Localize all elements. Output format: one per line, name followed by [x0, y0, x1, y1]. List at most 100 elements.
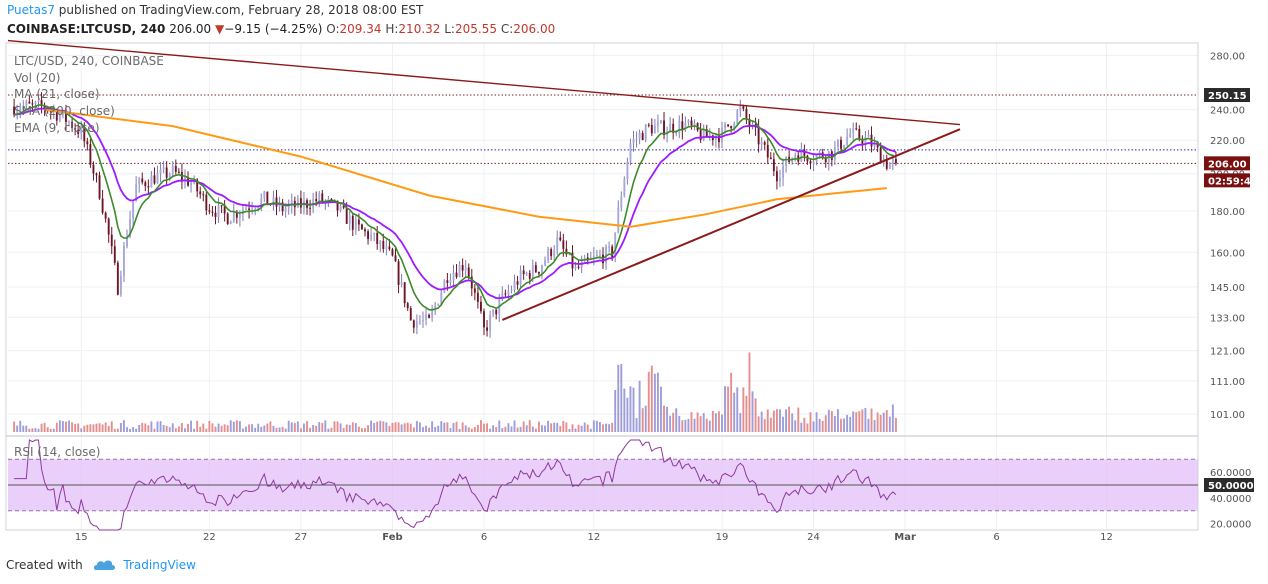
candle-body	[138, 178, 141, 185]
candle-body	[580, 261, 583, 268]
candle-body	[852, 128, 855, 134]
volume-bar	[415, 421, 418, 432]
time-tick-label: 27	[295, 532, 308, 543]
symbol-ohlc-bar: COINBASE:LTCUSD, 240 206.00 ▼−9.15 (−4.2…	[7, 22, 555, 36]
volume-bar	[632, 387, 635, 432]
volume-bar	[858, 411, 861, 432]
candle-body	[370, 235, 373, 240]
candle-body	[425, 314, 427, 320]
indicator-lines	[13, 104, 897, 311]
candle-body	[211, 211, 214, 213]
candle-body	[348, 215, 351, 224]
volume-bar	[382, 421, 385, 432]
volume-bar	[775, 409, 778, 432]
symbol-label: COINBASE:LTCUSD, 240	[7, 22, 166, 36]
volume-bar	[306, 421, 308, 432]
volume-bar	[418, 422, 421, 432]
volume-bar	[650, 365, 653, 432]
volume-bar	[525, 425, 528, 432]
volume-bar	[483, 423, 485, 432]
volume-bar	[242, 428, 244, 432]
candle-body	[714, 135, 717, 141]
volume-bar	[678, 415, 681, 432]
candle-body	[693, 123, 696, 126]
candle-body	[489, 314, 492, 331]
volume-bar	[116, 428, 119, 432]
price-change: −9.15 (−4.25%)	[224, 22, 323, 36]
volume-bar	[797, 407, 800, 432]
volume-bar	[824, 415, 827, 432]
candle-body	[156, 173, 159, 184]
volume-bar	[791, 413, 794, 432]
candle-body	[113, 246, 116, 263]
candle-body	[37, 100, 40, 102]
volume-bar	[43, 422, 46, 432]
volume-bar	[65, 421, 67, 432]
candle-body	[110, 234, 113, 247]
volume-bar	[757, 416, 760, 432]
candle-body	[855, 128, 858, 130]
volume-bar	[867, 418, 870, 432]
volume-bar	[86, 424, 89, 432]
candle-body	[68, 121, 70, 123]
candle-body	[446, 280, 449, 283]
volume-bar	[34, 428, 37, 432]
candle-body	[644, 124, 647, 140]
rsi-tick-label: 20.0000	[1210, 520, 1251, 531]
volume-bar	[528, 420, 531, 432]
candle-body	[275, 197, 278, 207]
candle-body	[235, 211, 238, 218]
candle-body	[208, 210, 211, 212]
volume-bar	[339, 423, 342, 432]
volume-bar	[290, 422, 293, 432]
volume-bar	[351, 422, 354, 432]
candle-body	[519, 270, 522, 285]
volume-bar	[49, 428, 52, 432]
volume-bar	[135, 428, 138, 432]
candle-body	[553, 250, 556, 257]
candle-body	[812, 161, 815, 164]
volume-bar	[519, 426, 522, 432]
close-value: 206.00	[513, 22, 556, 36]
candle-body	[782, 166, 784, 179]
chart-axes: 280.00240.00220.00200.00180.00160.00145.…	[75, 51, 1258, 543]
volume-bar	[751, 391, 754, 432]
volume-bar	[327, 428, 330, 432]
candle-body	[116, 262, 119, 295]
volume-bar	[107, 425, 110, 432]
candle-body	[220, 205, 223, 207]
volume-bar	[583, 422, 586, 432]
candle-body	[74, 128, 77, 130]
rsi-tick-label: 40.0000	[1210, 494, 1251, 505]
volume-bar	[760, 411, 763, 432]
volume-bar	[861, 409, 864, 432]
candle-body	[403, 282, 406, 304]
candle-body	[769, 157, 772, 160]
candle-body	[449, 280, 452, 283]
candle-body	[418, 321, 421, 323]
time-tick-label: 24	[807, 532, 820, 543]
candle-body	[772, 159, 775, 172]
candle-body	[458, 264, 461, 277]
candle-body	[452, 272, 455, 281]
candle-body	[443, 280, 446, 293]
legend-ema: EMA (9, close)	[14, 121, 100, 135]
tradingview-brand[interactable]: TradingView	[123, 558, 196, 572]
author-link[interactable]: Puetas7	[7, 3, 55, 17]
volume-bar	[272, 425, 275, 432]
volume-bar	[656, 372, 659, 432]
candle-body	[690, 120, 693, 126]
volume-bar	[653, 373, 656, 432]
volume-bar	[113, 428, 116, 432]
candle-body	[129, 218, 131, 238]
candle-body	[232, 211, 235, 222]
volume-bar	[400, 424, 403, 432]
volume-bar	[830, 410, 833, 432]
candle-body	[397, 261, 400, 285]
volume-bar	[745, 395, 748, 432]
candle-body	[574, 266, 577, 269]
candle-body	[467, 267, 470, 277]
candle-body	[504, 293, 507, 295]
volume-bar	[336, 421, 339, 432]
